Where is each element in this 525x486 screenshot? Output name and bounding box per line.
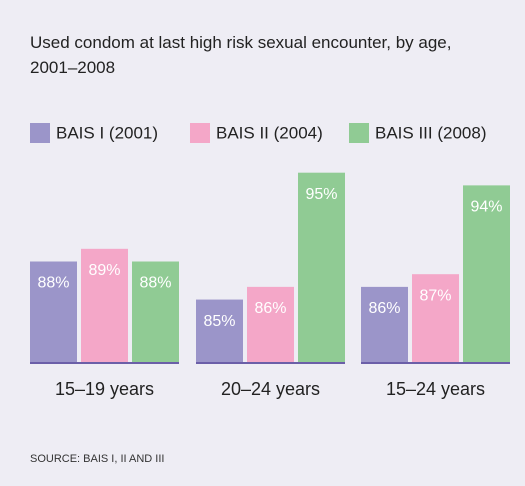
value-label: 86% (368, 300, 400, 317)
legend-swatch (190, 123, 210, 143)
x-tick-label: 15–24 years (386, 379, 485, 399)
chart-title: Used condom at last high risk sexual enc… (30, 33, 452, 77)
x-tick-label: 15–19 years (55, 379, 154, 399)
bar (81, 248, 128, 363)
value-label: 94% (470, 199, 502, 216)
value-label: 88% (37, 275, 69, 292)
value-label: 95% (305, 186, 337, 203)
value-label: 86% (254, 300, 286, 317)
title-box: Used condom at last high risk sexual enc… (30, 33, 452, 77)
bar (463, 185, 510, 363)
legend-swatch (30, 123, 50, 143)
value-label: 87% (419, 287, 451, 304)
bar (247, 286, 294, 363)
legend-label: BAIS III (2008) (375, 123, 487, 142)
source: SOURCE: BAIS I, II AND III (30, 453, 164, 465)
bar (196, 299, 243, 363)
bar (132, 261, 179, 363)
legend-swatch (349, 123, 369, 143)
value-label: 88% (139, 275, 171, 292)
bar (298, 172, 345, 363)
legend-label: BAIS I (2001) (56, 123, 158, 142)
bar (30, 261, 77, 363)
value-label: 85% (203, 313, 235, 330)
legend-label: BAIS II (2004) (216, 123, 323, 142)
value-label: 89% (88, 262, 120, 279)
bar (361, 286, 408, 363)
bar (412, 274, 459, 363)
x-tick-label: 20–24 years (221, 379, 320, 399)
